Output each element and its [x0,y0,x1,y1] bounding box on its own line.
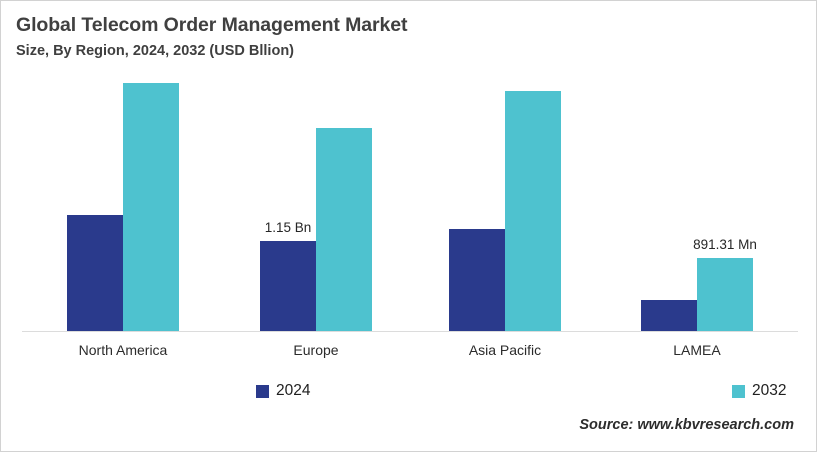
bar-europe-2024 [260,241,316,331]
bar-lamea-2024 [641,300,697,331]
category-label-lamea: LAMEA [673,342,721,358]
legend-label: 2032 [752,382,787,399]
legend-swatch-icon [732,384,745,398]
title-block: Global Telecom Order Management Market S… [16,14,776,61]
bar-north-america-2032 [123,83,179,331]
x-axis-line [22,331,798,332]
bar-europe-2032 [316,128,372,331]
bar-asia-pacific-2024 [449,229,505,331]
bar-value-label: 1.15 Bn [264,220,312,235]
bar-value-label: 891.31 Mn [693,237,757,252]
legend-swatch-icon [256,384,269,398]
legend-item-2032[interactable]: 2032 [732,382,786,400]
chart-subtitle: Size, By Region, 2024, 2032 (USD Bllion) [16,43,294,59]
category-label-north-america: North America [78,342,168,358]
bar-lamea-2032 [697,258,753,331]
legend-item-2024[interactable]: 2024 [256,382,310,400]
legend-label: 2024 [276,382,311,399]
chart-legend: 2024 2032 [22,382,798,404]
bar-asia-pacific-2032 [505,91,561,331]
page-title: Global Telecom Order Management Market [16,14,408,36]
category-label-asia-pacific: Asia Pacific [468,342,542,358]
source-credit: Source: www.kbvresearch.com [579,417,794,433]
category-label-europe: Europe [293,342,339,358]
bar-north-america-2024 [67,215,123,331]
